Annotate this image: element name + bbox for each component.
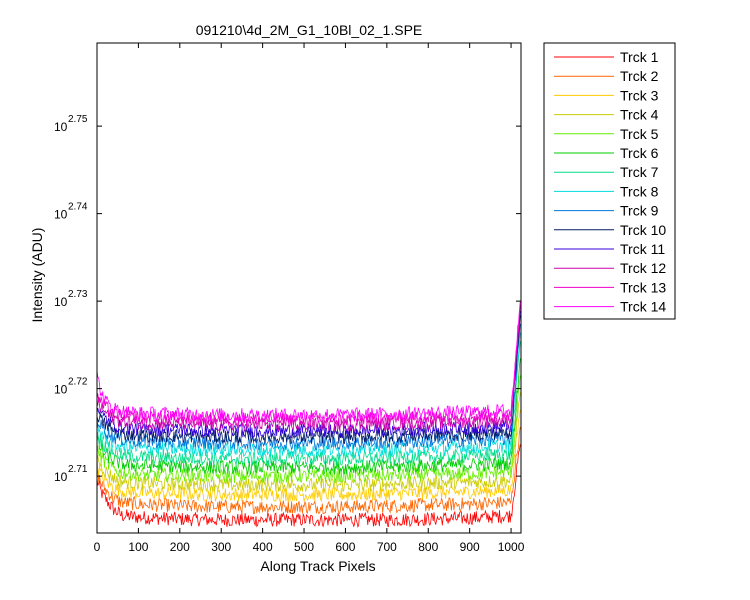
x-tick-label: 700 (377, 540, 397, 554)
legend-label: Trck 5 (620, 126, 659, 142)
y-tick-label-exponent: 2.72 (68, 377, 88, 388)
series-line-trck-13 (96, 304, 521, 427)
y-tick-label-exponent: 2.71 (68, 464, 88, 475)
series-line-trck-8 (96, 332, 521, 458)
x-tick-label: 300 (211, 540, 231, 554)
series-line-trck-14 (96, 301, 521, 423)
legend-label: Trck 2 (620, 68, 659, 84)
series-line-trck-2 (96, 426, 521, 515)
legend-box (543, 42, 676, 320)
x-tick-label: 0 (94, 540, 101, 554)
series-line-trck-11 (96, 310, 521, 439)
legend-label: Trck 10 (620, 222, 666, 238)
y-tick-label-base: 10 (54, 383, 68, 397)
series-line-trck-10 (96, 315, 521, 445)
legend-label: Trck 6 (620, 145, 659, 161)
legend: Trck 1 Trck 2 Trck 3 Trck 4 Trck 5 Trck 6 Trck… (543, 42, 676, 320)
legend-label: Trck 9 (620, 203, 659, 219)
x-axis-ticks: 0 100 200 300 400 500 600 700 800 900 1000 (94, 43, 525, 554)
x-tick-label: 100 (128, 540, 148, 554)
plot-background (97, 43, 521, 533)
x-tick-label: 400 (253, 540, 273, 554)
x-tick-label: 200 (170, 540, 190, 554)
y-tick-label-base: 10 (54, 208, 68, 222)
y-tick-label-base: 10 (54, 295, 68, 309)
x-tick-label: 900 (460, 540, 480, 554)
plot-frame (96, 42, 522, 534)
y-tick-label-exponent: 2.74 (68, 202, 88, 213)
x-tick-label: 600 (335, 540, 355, 554)
legend-label: Trck 12 (620, 260, 666, 276)
y-tick-label-base: 10 (54, 470, 68, 484)
legend-label: Trck 13 (620, 279, 666, 295)
y-tick-label-exponent: 2.73 (68, 289, 88, 300)
y-tick-label-exponent: 2.75 (68, 114, 88, 125)
series-line-trck-3 (96, 409, 521, 503)
series-line-trck-5 (96, 375, 521, 485)
series-layer (96, 301, 521, 528)
legend-label: Trck 1 (620, 49, 659, 65)
legend-label: Trck 8 (620, 183, 659, 199)
legend-label: Trck 11 (620, 241, 665, 257)
series-line-trck-6 (96, 358, 521, 476)
legend-label: Trck 4 (620, 107, 659, 123)
x-tick-label: 1000 (498, 540, 525, 554)
series-line-trck-1 (96, 444, 521, 528)
series-line-trck-4 (96, 392, 521, 494)
legend-label: Trck 3 (620, 87, 659, 103)
x-axis-label: Along Track Pixels (260, 558, 375, 574)
series-line-trck-9 (96, 323, 521, 452)
y-tick-label-base: 10 (54, 120, 68, 134)
legend-label: Trck 14 (620, 299, 666, 315)
x-tick-label: 800 (418, 540, 438, 554)
x-tick-label: 500 (294, 540, 314, 554)
legend-items: Trck 1 Trck 2 Trck 3 Trck 4 Trck 5 Trck 6 Trck… (554, 49, 666, 315)
legend-label: Trck 7 (620, 164, 659, 180)
y-axis-label: Intensity (ADU) (29, 228, 45, 323)
plot-area: 0 100 200 300 400 500 600 700 800 900 1000 102.711… (54, 42, 525, 554)
chart-title: 091210\4d_2M_G1_10Bl_02_1.SPE (196, 22, 423, 38)
